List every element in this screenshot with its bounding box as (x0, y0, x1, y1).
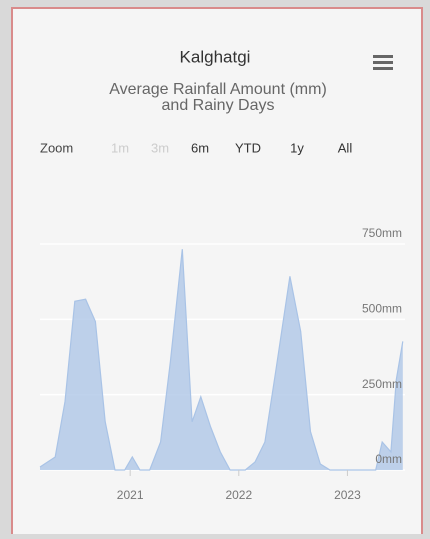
y-tick-label: 250mm (362, 377, 402, 391)
menu-bar (373, 61, 393, 64)
chart-title: Kalghatgi (180, 47, 251, 66)
y-tick-label: 0mm (375, 452, 402, 466)
x-tick-label: 2022 (225, 488, 252, 502)
x-tick-label: 2021 (117, 488, 144, 502)
zoom-label: Zoom (40, 140, 73, 155)
x-tick-label: 2023 (334, 488, 361, 502)
menu-bar (373, 67, 393, 70)
chart-subtitle: Average Rainfall Amount (mm) (109, 81, 327, 98)
zoom-button[interactable]: 1m (111, 140, 129, 155)
zoom-button[interactable]: 1y (290, 140, 304, 155)
menu-bar (373, 55, 393, 58)
chart-subtitle: and Rainy Days (162, 97, 275, 114)
area (40, 249, 403, 470)
zoom-button[interactable]: 6m (191, 140, 209, 155)
zoom-button[interactable]: YTD (235, 140, 261, 155)
zoom-button[interactable]: 3m (151, 140, 169, 155)
menu-button[interactable] (373, 55, 393, 70)
y-tick-label: 750mm (362, 226, 402, 240)
zoom-button[interactable]: All (338, 140, 353, 155)
y-tick-label: 500mm (362, 302, 402, 316)
area-line (39, 249, 404, 471)
